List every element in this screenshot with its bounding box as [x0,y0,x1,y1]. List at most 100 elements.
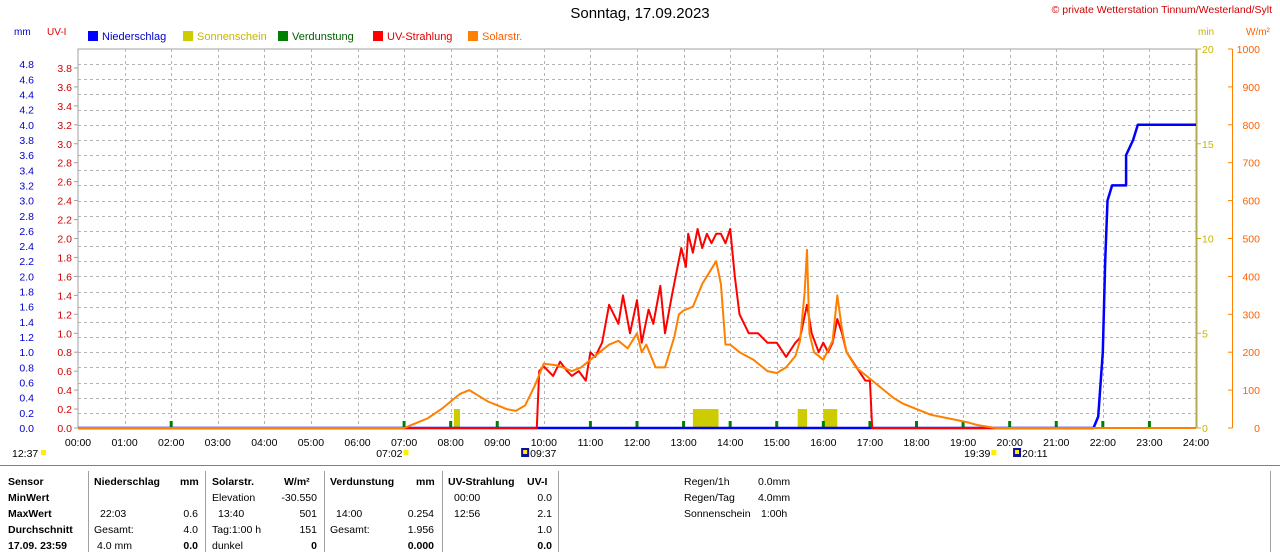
wm2-axis-unit: W/m² [1246,27,1270,38]
solarstr-elevation-label: Elevation [212,492,256,504]
sun-marker-inner [523,450,528,454]
x-tick-label: 20:00 [997,437,1023,449]
solarstr-elevation-value: -30.550 [281,492,317,504]
x-tick-label: 13:00 [670,437,696,449]
x-tick-label: 15:00 [764,437,790,449]
min-tick-label: 15 [1202,139,1214,151]
solarstr-current-value: 0 [311,540,317,552]
mm-tick-label: 2.8 [19,211,34,223]
sun-event-label: 19:39 [964,448,990,460]
mm-tick-label: 3.0 [19,196,34,208]
uvi-axis-unit: UV-I [47,27,67,38]
x-tick-label: 08:00 [438,437,464,449]
mm-tick-label: 0.0 [19,423,34,435]
table-header-uv: UV-Strahlung [448,476,515,488]
mm-tick-label: 4.8 [19,59,34,71]
evaporation-mark [402,421,406,428]
uvi-tick-label: 3.0 [57,139,72,151]
niederschlag-max-value: 0.6 [183,508,198,520]
weather-chart: 0.0 0.2 0.4 0.6 0.8 1.0 1.2 1.4 1.6 1.8 2.0 2.2 2.4 2… [12,44,1260,460]
table-gridlines [0,465,1280,552]
mm-tick-label: 1.6 [19,302,34,314]
evaporation-mark [449,421,453,428]
mm-tick-label: 0.8 [19,362,34,374]
verdunstung-total-value: 1.956 [407,524,434,536]
summary-rain-hour-label: Regen/1h [684,476,730,488]
uvi-tick-label: 2.4 [57,196,72,208]
uvi-tick-label: 1.8 [57,252,72,264]
plot-area [77,48,1197,429]
wm2-tick-label: 500 [1242,234,1260,246]
x-tick-label: 17:00 [857,437,883,449]
min-tick-label: 0 [1202,423,1208,435]
x-tick-label: 23:00 [1136,437,1162,449]
legend-swatch [468,31,478,41]
min-tick-label: 10 [1202,234,1214,246]
uvi-tick-label: 1.0 [57,328,72,340]
evaporation-mark [1101,421,1105,428]
uv-max-value: 2.1 [537,508,552,520]
sun-marker [991,450,997,455]
sun-marker [41,450,46,455]
x-tick-label: 05:00 [298,437,324,449]
summary-sunshine-label: Sonnenschein [684,508,751,520]
niederschlag-total-label: Gesamt: [94,524,134,536]
mm-tick-label: 1.0 [19,347,34,359]
solarstr-day-value: 151 [299,524,317,536]
mm-tick-label: 1.8 [19,287,34,299]
uvi-tick-label: 0.4 [57,385,72,397]
legend-item-solarstr: Solarstr. [468,31,522,43]
uvi-tick-label: 2.6 [57,177,72,189]
sunshine-bar [692,409,719,428]
mm-tick-label: 2.4 [19,241,34,253]
x-tick-label: 07:00 [391,437,417,449]
solarstr-max-time: 13:40 [218,508,245,520]
mm-tick-label: 0.6 [19,378,34,390]
row-label-max: MaxWert [8,508,52,520]
row-label-avg: Durchschnitt [8,524,73,536]
mm-tick-label: 0.2 [19,408,34,420]
wm2-tick-label: 400 [1242,271,1260,283]
x-tick-label: 10:00 [531,437,557,449]
uvi-tick-label: 3.2 [57,120,72,132]
verdunstung-max-time: 14:00 [336,508,363,520]
sun-marker [403,450,409,455]
evaporation-mark [915,421,918,428]
mm-tick-label: 4.2 [19,105,34,117]
verdunstung-max-value: 0.254 [407,508,434,520]
sunshine-bar [453,409,460,428]
uv-avg-value: 1.0 [537,524,552,536]
niederschlag-max-time: 22:03 [100,508,127,520]
evaporation-mark [682,421,686,428]
legend-swatch [88,31,98,41]
niederschlag-current-label: 4.0 mm [97,540,133,552]
evaporation-mark [635,421,639,428]
mm-tick-label: 4.0 [19,120,34,132]
uvi-tick-label: 0.2 [57,404,72,416]
mm-axis-unit: mm [14,27,31,38]
mm-tick-label: 0.4 [19,393,34,405]
verdunstung-current-value: 0.000 [407,540,434,552]
x-tick-label: 09:00 [484,437,510,449]
uvi-tick-label: 0.6 [57,366,72,378]
uv-unit: UV-I [527,476,548,488]
mm-tick-label: 4.4 [19,89,34,101]
niederschlag-current-value: 0.0 [183,540,198,552]
series-line-niederschlag [78,123,1196,430]
legend-label: Solarstr. [482,31,523,43]
x-tick-label: 04:00 [251,437,277,449]
mm-tick-label: 4.6 [19,74,34,86]
legend-label: Verdunstung [292,31,354,43]
sun-event-label: 09:37 [530,448,556,460]
x-tick-label: 16:00 [810,437,836,449]
legend-item-sonnenschein: Sonnenschein [183,31,267,43]
uvi-tick-label: 2.0 [57,234,72,246]
uvi-tick-label: 2.2 [57,215,72,227]
x-tick-label: 01:00 [111,437,137,449]
x-tick-label: 18:00 [903,437,929,449]
solarstr-day-label: Tag:1:00 h [212,524,262,536]
summary-rain-hour-value: 0.0mm [758,476,791,488]
sunshine-bar [797,409,808,428]
evaporation-mark [1054,421,1058,428]
summary-rain-day-value: 4.0mm [758,492,791,504]
